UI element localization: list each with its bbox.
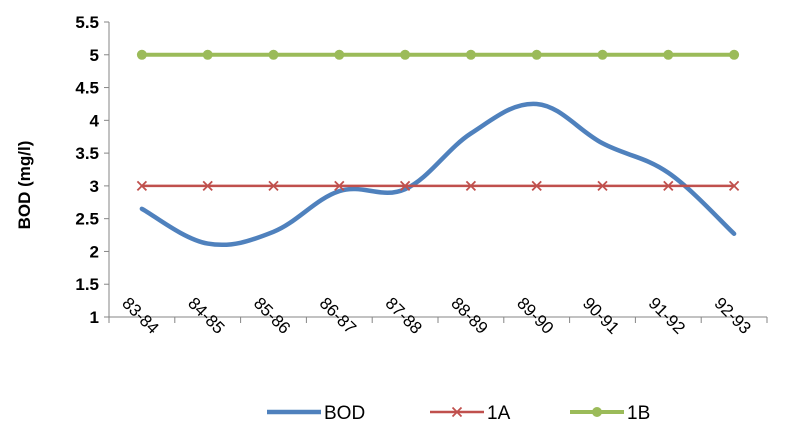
data-point-x-marker	[136, 180, 148, 192]
data-point-x-marker	[334, 180, 345, 192]
y-tick-label: 4.5	[75, 79, 99, 98]
data-point-x-marker	[663, 180, 674, 192]
y-tick-label: 3	[90, 177, 99, 196]
x-tick-label: 92-93	[711, 294, 755, 338]
x-tick-label: 90-91	[579, 294, 623, 338]
x-tick-label: 91-92	[645, 294, 689, 338]
y-tick-label: 2	[90, 242, 99, 261]
x-tick-label: 85-86	[250, 294, 294, 338]
x-tick-label: 88-89	[447, 294, 491, 338]
data-point-circle-marker	[268, 49, 279, 60]
legend-label: 1B	[627, 403, 650, 424]
data-point-circle-marker	[400, 49, 411, 60]
x-tick-label: 83-84	[118, 294, 162, 338]
data-point-x-marker	[597, 180, 608, 192]
legend-x-marker	[451, 406, 463, 418]
data-point-x-marker	[531, 180, 542, 192]
y-axis-label: BOD (mg/l)	[15, 141, 34, 230]
data-point-circle-marker	[663, 49, 674, 60]
data-point-x-marker	[268, 180, 279, 192]
legend-item-1b: 1B	[570, 403, 650, 424]
y-tick-label: 5	[90, 46, 99, 65]
y-tick-label: 4	[90, 111, 100, 130]
series-bod	[139, 101, 737, 248]
data-point-x-marker	[465, 180, 477, 192]
axes: 1 1.5 2 2.5 3 3.5 4 4.5 5 5.5 83-84 84-85 85-86 86-87…	[75, 13, 768, 338]
data-point-x-marker	[399, 180, 411, 192]
data-point-circle-marker	[597, 49, 608, 60]
data-point-circle-marker	[729, 49, 740, 60]
y-tick-label: 1	[90, 308, 99, 327]
y-tick-label: 3.5	[75, 144, 99, 163]
y-tick-label: 5.5	[75, 13, 99, 32]
legend-item-bod: BOD	[267, 403, 365, 424]
legend-label: BOD	[324, 403, 365, 424]
data-point-circle-marker	[334, 49, 345, 60]
legend-circle-marker	[592, 407, 602, 417]
data-point-circle-marker	[465, 49, 476, 60]
legend-label: 1A	[487, 403, 511, 424]
y-tick-label: 2.5	[75, 210, 99, 229]
legend: BOD 1A 1B	[267, 403, 650, 424]
series-line-bod	[139, 101, 737, 248]
data-point-circle-marker	[136, 49, 147, 60]
x-tick-label: 84-85	[184, 294, 228, 338]
data-point-x-marker	[202, 180, 213, 192]
y-tick-label: 1.5	[75, 275, 99, 294]
x-tick-label: 89-90	[513, 294, 557, 338]
series-layer	[136, 49, 740, 248]
legend-item-1a: 1A	[430, 403, 511, 424]
data-point-circle-marker	[531, 49, 542, 60]
series-1a	[136, 180, 740, 192]
data-point-x-marker	[728, 180, 740, 192]
x-tick-label: 87-88	[382, 294, 426, 338]
x-tick-label: 86-87	[316, 294, 360, 338]
series-1b	[136, 49, 740, 60]
data-point-circle-marker	[202, 49, 213, 60]
